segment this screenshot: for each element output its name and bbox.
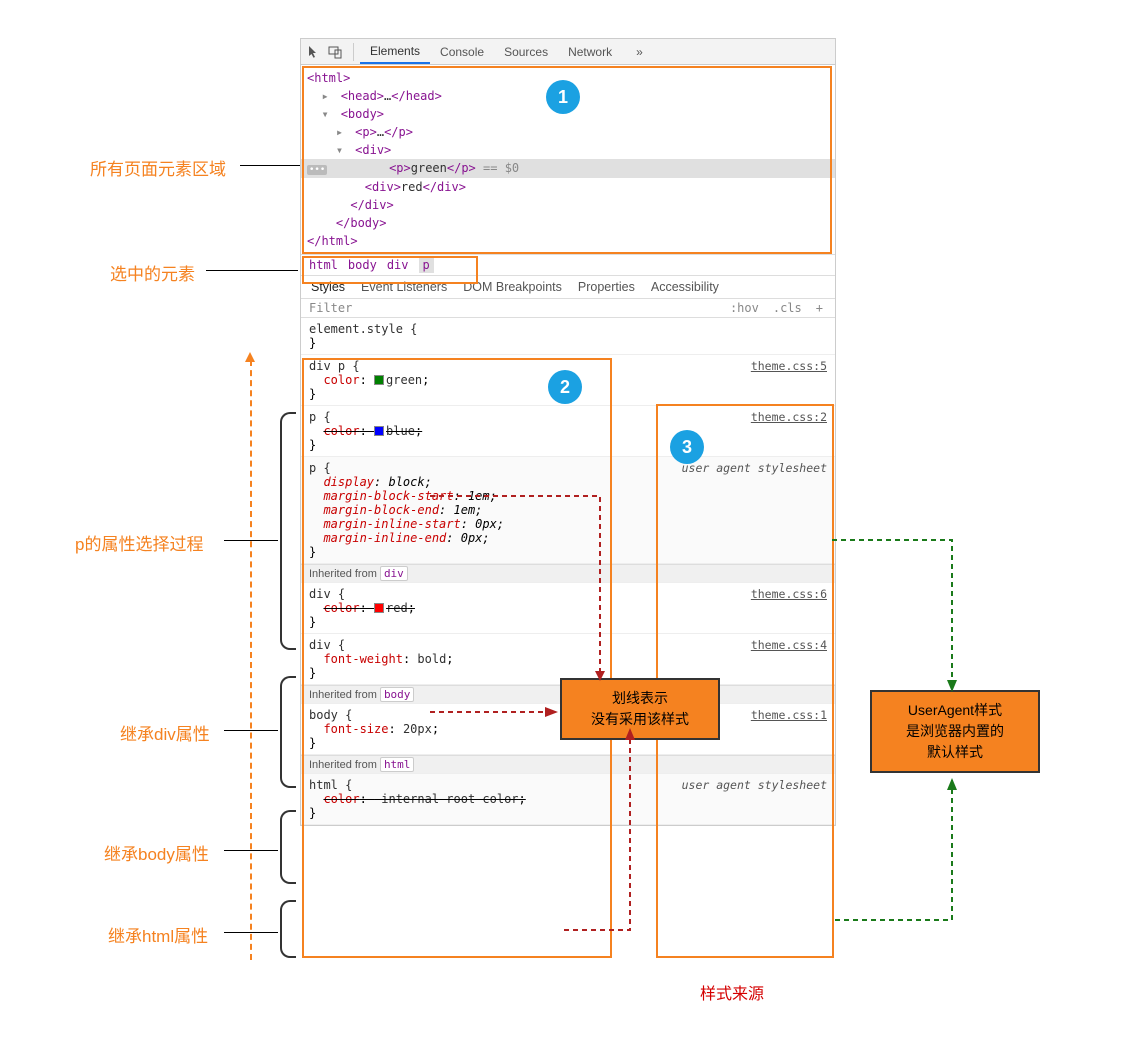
- label-all-elements: 所有页面元素区域: [90, 155, 226, 180]
- new-style-button[interactable]: +: [812, 301, 827, 315]
- label-style-source: 样式来源: [700, 980, 764, 1004]
- tab-network[interactable]: Network: [558, 41, 622, 63]
- line-selected: [206, 270, 298, 271]
- badge-3: 3: [670, 430, 704, 464]
- arrow-red-2: [430, 712, 564, 724]
- bracket-body: [280, 810, 296, 884]
- devtools-toolbar: Elements Console Sources Network »: [301, 39, 835, 65]
- subtab-properties[interactable]: Properties: [578, 280, 635, 294]
- label-inh-body: 继承body属性: [104, 840, 209, 865]
- selector-element-style: element.style {: [309, 322, 827, 336]
- arrow-red-3: [560, 730, 640, 940]
- arrow-green-2: [832, 780, 972, 930]
- badge-2: 2: [548, 370, 582, 404]
- tab-sources[interactable]: Sources: [494, 41, 558, 63]
- label-p-process: p的属性选择过程: [75, 530, 203, 555]
- rule-element-style[interactable]: element.style { }: [301, 318, 835, 355]
- badge-1: 1: [546, 80, 580, 114]
- arrow-red-1: [430, 496, 640, 682]
- arrow-green-1: [832, 540, 972, 690]
- label-selected-element: 选中的元素: [110, 260, 195, 285]
- tab-elements[interactable]: Elements: [360, 40, 430, 64]
- hov-button[interactable]: :hov: [726, 301, 763, 315]
- cls-button[interactable]: .cls: [769, 301, 806, 315]
- line-all-elements: [240, 165, 300, 166]
- callout-useragent: UserAgent样式 是浏览器内置的 默认样式: [870, 690, 1040, 773]
- subtab-accessibility[interactable]: Accessibility: [651, 280, 719, 294]
- bracket-div: [280, 676, 296, 788]
- tabs-more-icon[interactable]: »: [626, 41, 653, 63]
- subtab-dom-breakpoints[interactable]: DOM Breakpoints: [463, 280, 562, 294]
- filter-input[interactable]: Filter: [309, 301, 720, 315]
- bracket-html: [280, 900, 296, 958]
- source-link[interactable]: theme.css:5: [751, 359, 827, 373]
- bracket-p: [280, 412, 296, 650]
- region-box-breadcrumb: [302, 256, 478, 284]
- tab-console[interactable]: Console: [430, 41, 494, 63]
- label-inh-html: 继承html属性: [108, 922, 208, 947]
- styles-filter-row: Filter :hov .cls +: [301, 299, 835, 318]
- arrowhead-icon: [245, 352, 255, 362]
- device-icon[interactable]: [327, 44, 343, 60]
- dashed-arrow: [250, 360, 252, 960]
- inspect-icon[interactable]: [307, 44, 323, 60]
- label-inh-div: 继承div属性: [120, 720, 210, 745]
